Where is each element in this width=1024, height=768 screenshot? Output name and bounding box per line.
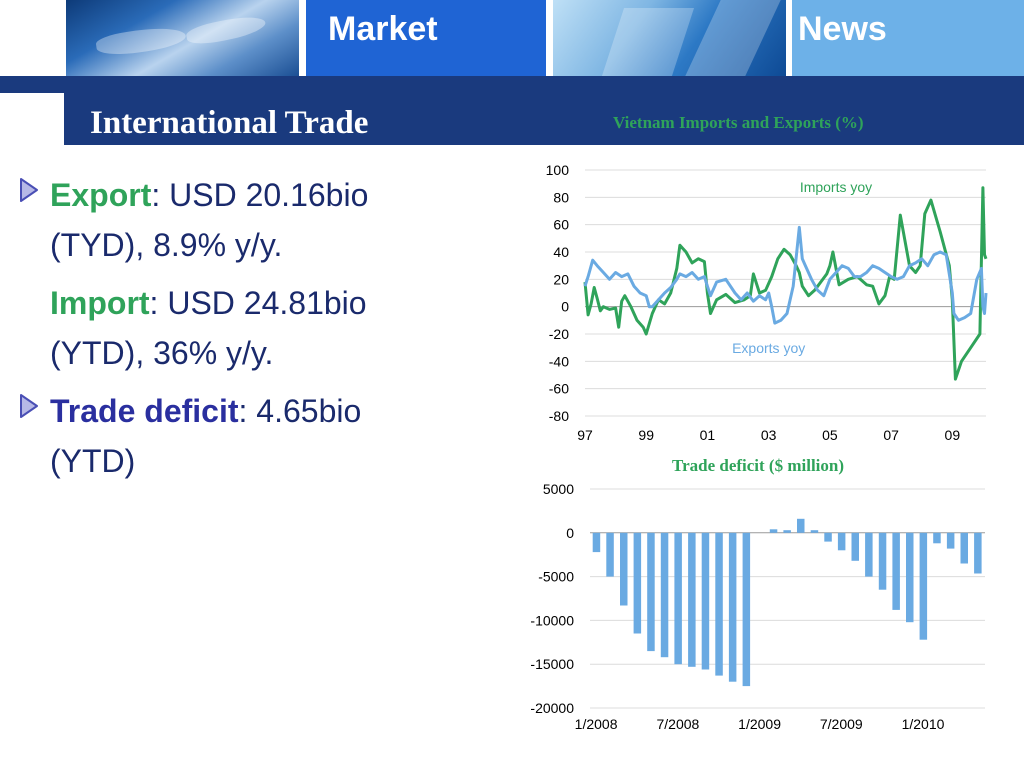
bar bbox=[974, 532, 982, 574]
chart1-title: Vietnam Imports and Exports (%) bbox=[613, 113, 864, 132]
bar bbox=[592, 532, 601, 553]
bar bbox=[606, 532, 614, 577]
market-label: Market bbox=[328, 10, 438, 48]
y-tick-label: -10000 bbox=[530, 612, 574, 628]
deficit-bullet: Trade deficit: 4.65bio (YTD) bbox=[18, 386, 498, 486]
news-label: News bbox=[798, 10, 887, 48]
y-tick-label: -15000 bbox=[530, 656, 574, 672]
bar bbox=[797, 518, 805, 533]
deficit-value: : 4.65bio bbox=[238, 393, 362, 429]
news-tile: News bbox=[792, 0, 1024, 76]
x-tick-label: 97 bbox=[577, 427, 593, 443]
bar bbox=[837, 532, 846, 551]
export-keyword: Export bbox=[50, 177, 152, 213]
keyboard-hands-image bbox=[66, 0, 299, 76]
import-keyword: Import bbox=[50, 285, 150, 321]
bar bbox=[620, 532, 628, 606]
skyscraper-image bbox=[553, 0, 786, 76]
trade-deficit-bar-chart: -20000 -15000 -10000 -5000 0 5000 1/2008 7/2008… bbox=[530, 481, 985, 732]
deficit-detail: (YTD) bbox=[50, 443, 136, 479]
header-divider bbox=[0, 76, 1024, 93]
x-tick-label: 09 bbox=[945, 427, 961, 443]
bar bbox=[715, 532, 723, 676]
bar bbox=[878, 532, 887, 590]
x-tick-label: 03 bbox=[761, 427, 777, 443]
bar bbox=[933, 532, 941, 544]
chart2-title: Trade deficit ($ million) bbox=[672, 456, 845, 475]
bar bbox=[906, 532, 914, 623]
import-value: : USD 24.81bio bbox=[149, 285, 367, 321]
bar bbox=[960, 532, 968, 564]
bar bbox=[946, 532, 955, 549]
header-banner: Market News bbox=[0, 0, 1024, 76]
bar bbox=[701, 532, 710, 670]
x-tick-label: 01 bbox=[700, 427, 716, 443]
y-tick-label: -80 bbox=[549, 408, 569, 424]
series-line-exports-yoy bbox=[583, 225, 988, 325]
y-tick-label: 80 bbox=[553, 189, 569, 205]
x-tick-label: 07 bbox=[883, 427, 899, 443]
y-tick-label: -60 bbox=[549, 381, 569, 397]
y-tick-label: -20 bbox=[549, 326, 569, 342]
arrow-bullet-icon bbox=[20, 178, 38, 202]
deficit-keyword: Trade deficit bbox=[50, 393, 239, 429]
y-tick-label: -40 bbox=[549, 353, 569, 369]
bar bbox=[865, 532, 873, 577]
y-tick-label: 5000 bbox=[543, 481, 574, 497]
x-tick-label: 05 bbox=[822, 427, 838, 443]
x-tick-label: 7/2009 bbox=[820, 716, 863, 732]
y-tick-label: 40 bbox=[553, 244, 569, 260]
y-tick-label: 100 bbox=[546, 162, 570, 178]
series-line-imports-yoy bbox=[583, 186, 988, 381]
export-value: : USD 20.16bio bbox=[151, 177, 369, 213]
arrow-bullet-icon bbox=[20, 394, 38, 418]
import-detail: (YTD), 36% y/y. bbox=[50, 335, 274, 371]
bar bbox=[728, 532, 737, 682]
x-tick-label: 99 bbox=[638, 427, 654, 443]
y-tick-label: 0 bbox=[561, 299, 569, 315]
export-detail: (TYD), 8.9% y/y. bbox=[50, 227, 283, 263]
bar bbox=[742, 532, 751, 687]
bar bbox=[769, 529, 778, 533]
export-bullet: Export: USD 20.16bio (TYD), 8.9% y/y. bbox=[18, 170, 498, 270]
bar bbox=[851, 532, 859, 561]
x-tick-label: 1/2009 bbox=[738, 716, 781, 732]
y-tick-label: 0 bbox=[566, 525, 574, 541]
y-tick-label: 20 bbox=[553, 271, 569, 287]
page-title: International Trade bbox=[90, 105, 369, 141]
imports-exports-line-chart: -80 -60 -40 -20 0 20 40 60 80 100 97 99 01 03 05 07 09 Im… bbox=[546, 162, 988, 443]
y-tick-label: 60 bbox=[553, 217, 569, 233]
imports-annotation: Imports yoy bbox=[800, 179, 872, 195]
bar bbox=[647, 532, 655, 652]
x-tick-label: 1/2010 bbox=[902, 716, 945, 732]
bar bbox=[660, 532, 669, 658]
y-tick-label: -20000 bbox=[530, 700, 574, 716]
x-tick-label: 7/2008 bbox=[656, 716, 699, 732]
bar bbox=[892, 532, 900, 610]
title-bar: International Trade bbox=[64, 93, 1024, 145]
bar bbox=[810, 530, 819, 533]
bullet-list: Export: USD 20.16bio (TYD), 8.9% y/y. Im… bbox=[18, 170, 498, 486]
bar bbox=[824, 532, 832, 542]
market-tile: Market bbox=[306, 0, 546, 76]
bar bbox=[674, 532, 682, 665]
x-tick-label: 1/2008 bbox=[575, 716, 618, 732]
bar bbox=[783, 530, 791, 533]
bar bbox=[633, 532, 642, 634]
bar bbox=[688, 532, 696, 667]
import-line: Import: USD 24.81bio (YTD), 36% y/y. bbox=[18, 278, 498, 378]
y-tick-label: -5000 bbox=[538, 569, 574, 585]
bar bbox=[919, 532, 928, 640]
exports-annotation: Exports yoy bbox=[732, 340, 805, 356]
